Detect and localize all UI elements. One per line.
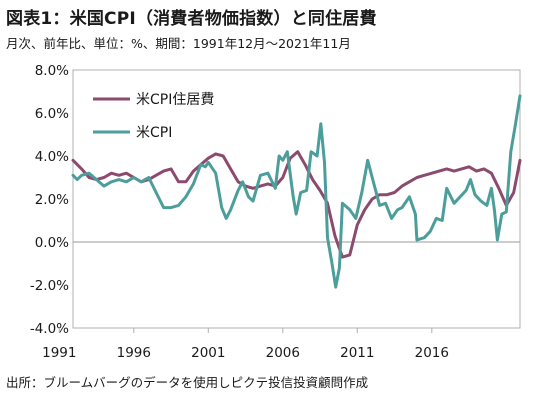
x-tick-label: 1996 <box>117 345 151 361</box>
source-note: 出所：ブルームバーグのデータを使用しピクテ投信投資顧問作成 <box>6 375 369 390</box>
x-tick-label: 2001 <box>191 345 225 361</box>
x-tick-label: 1991 <box>42 345 76 361</box>
plot-frame <box>72 69 521 329</box>
y-tick-label: 8.0% <box>35 63 69 79</box>
y-tick-label: -2.0% <box>30 278 69 294</box>
x-tick-label: 2016 <box>415 345 449 361</box>
y-tick-label: -4.0% <box>30 321 69 337</box>
series-line-housing <box>71 150 522 259</box>
legend-label: 米CPI <box>136 125 172 141</box>
chart-title: 図表1：米国CPI（消費者物価指数）と同住居費 <box>6 9 377 29</box>
y-axis-ticks: -4.0% -2.0% 0.0% 2.0% 4.0% 6.0% 8.0% <box>30 63 69 337</box>
x-tick-label: 2006 <box>266 345 300 361</box>
x-tick-label: 2011 <box>340 345 374 361</box>
series-line-cpi <box>71 94 522 289</box>
chart-subtitle: 月次、前年比、単位：%、期間：1991年12月～2021年11月 <box>6 36 351 51</box>
legend-label: 米CPI住居費 <box>136 92 214 108</box>
series-lines <box>71 94 522 289</box>
legend-item-housing: 米CPI住居費 <box>93 92 214 108</box>
y-tick-label: 6.0% <box>35 106 69 122</box>
legend-item-cpi: 米CPI <box>93 125 172 141</box>
y-tick-label: 0.0% <box>35 235 69 251</box>
y-tick-label: 2.0% <box>35 192 69 208</box>
x-axis-ticks: 1991 1996 2001 2006 2011 2016 <box>42 328 449 361</box>
y-tick-label: 4.0% <box>35 149 69 165</box>
